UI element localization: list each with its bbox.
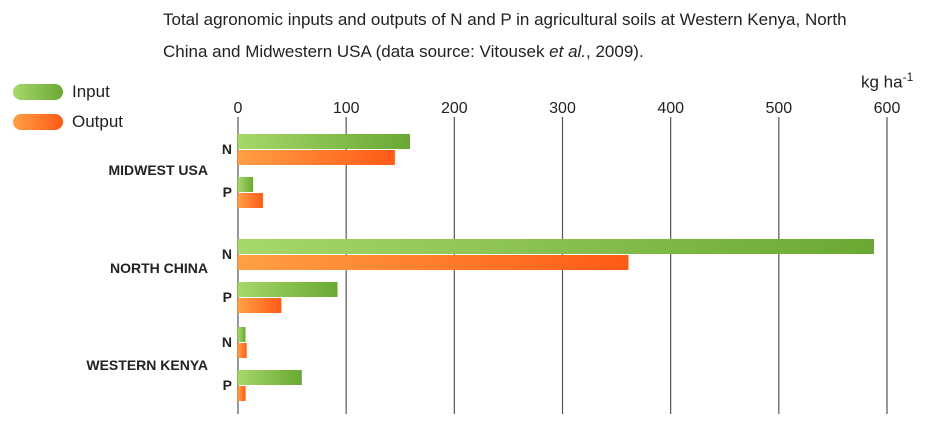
nutrient-label-western-kenya-n: N [222, 334, 232, 350]
bar-input-north-china-n [238, 239, 875, 254]
region-label-midwest-usa: MIDWEST USA [108, 162, 208, 178]
nutrient-label-midwest-usa-n: N [222, 141, 232, 157]
chart-title: Total agronomic inputs and outputs of N … [163, 4, 933, 68]
x-tick-label-300: 300 [549, 100, 576, 117]
x-tick-label-500: 500 [765, 100, 792, 117]
bar-input-midwest-usa-p [238, 177, 254, 192]
legend-item-output: Output [13, 108, 123, 136]
unit-exponent: -1 [902, 70, 914, 84]
region-label-western-kenya: WESTERN KENYA [86, 357, 208, 373]
title-line-2-suffix: , 2009). [586, 42, 644, 61]
title-line-1: Total agronomic inputs and outputs of N … [163, 10, 847, 29]
bar-input-western-kenya-p [238, 370, 302, 385]
nutrient-label-midwest-usa-p: P [223, 184, 232, 200]
unit-label: kg ha-1 [861, 70, 913, 93]
title-line-2-prefix: China and Midwestern USA (data source: V… [163, 42, 550, 61]
x-tick-label-400: 400 [657, 100, 684, 117]
bar-output-western-kenya-p [238, 386, 246, 401]
x-tick-label-200: 200 [441, 100, 468, 117]
nutrient-label-western-kenya-p: P [223, 377, 232, 393]
bar-input-midwest-usa-n [238, 134, 410, 149]
legend-label-input: Input [72, 82, 110, 101]
legend-swatch-input [13, 84, 63, 100]
x-tick-label-600: 600 [874, 100, 901, 117]
legend-swatch-output [13, 114, 63, 130]
unit-base: kg ha [861, 72, 903, 92]
x-tick-label-100: 100 [333, 100, 360, 117]
bar-output-midwest-usa-p [238, 193, 263, 208]
bar-output-midwest-usa-n [238, 150, 395, 165]
nutrient-label-north-china-n: N [222, 246, 232, 262]
x-tick-label-0: 0 [234, 100, 243, 117]
title-line-2: China and Midwestern USA (data source: V… [163, 36, 933, 68]
nutrient-label-north-china-p: P [223, 289, 232, 305]
bar-input-western-kenya-n [238, 327, 246, 342]
bar-output-north-china-p [238, 298, 282, 313]
legend-label-output: Output [72, 112, 124, 131]
bar-input-north-china-p [238, 282, 338, 297]
title-line-2-italic: et al. [549, 42, 587, 61]
legend: Input Output [13, 78, 123, 138]
bar-output-north-china-n [238, 255, 629, 270]
legend-item-input: Input [13, 78, 123, 106]
bar-output-western-kenya-n [238, 343, 247, 358]
region-label-north-china: NORTH CHINA [110, 260, 208, 276]
